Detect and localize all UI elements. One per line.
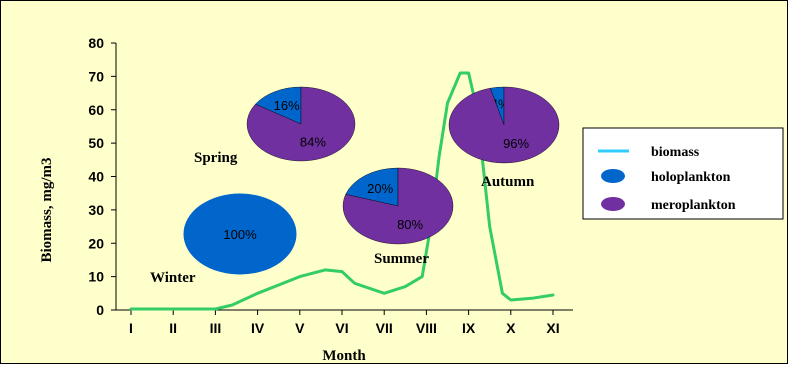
x-tick-label: VII: [376, 320, 393, 336]
y-tick-label: 80: [88, 35, 104, 51]
biomass-line: [129, 71, 555, 311]
pie-slice-label: 100%: [223, 227, 257, 242]
x-tick-label: III: [210, 320, 222, 336]
pie-slice-label: 80%: [397, 217, 423, 232]
x-tick-label: XI: [546, 320, 559, 336]
x-tick-label: X: [506, 320, 516, 336]
y-axis-title: Biomass, mg/m3: [39, 158, 55, 263]
season-label-spring: Spring: [194, 150, 238, 166]
season-labels: Winter Spring Summer Autumn: [150, 150, 535, 286]
pie-summer: 20% 80%: [342, 167, 454, 245]
x-tick-label: V: [295, 320, 305, 336]
pie-slice-label: 20%: [367, 181, 393, 196]
y-tick-label: 20: [88, 235, 104, 251]
pie-slice-holoplankton: [255, 86, 302, 125]
y-ticks: 0 10 20 30 40 50 60 70 80: [88, 35, 116, 318]
pie-autumn: 4%96%: [448, 86, 560, 164]
pie-winter: 100%: [183, 193, 297, 275]
pie-slice-label: 96%: [503, 136, 529, 151]
season-label-winter: Winter: [150, 270, 196, 286]
x-tick-label: II: [169, 320, 177, 336]
pie-slice-meroplankton: [342, 167, 454, 245]
pie-slice-meroplankton: [246, 86, 356, 162]
y-tick-label: 50: [88, 135, 104, 151]
pie-slice-holoplankton: [183, 193, 297, 275]
pie-slice-holoplankton: [345, 167, 399, 207]
pie-slice-meroplankton: [448, 86, 560, 164]
pie-charts: 100% 16% 84% 20% 80% 4%96%: [183, 86, 560, 275]
legend-biomass-label: biomass: [651, 145, 700, 160]
x-axis-title: Month: [322, 348, 366, 364]
pie-spring: 16% 84%: [246, 86, 356, 162]
y-tick-label: 40: [88, 169, 104, 185]
x-tick-label: IX: [462, 320, 476, 336]
legend-holoplankton-label: holoplankton: [651, 170, 731, 185]
season-label-summer: Summer: [374, 251, 429, 267]
x-tick-label: VI: [335, 320, 348, 336]
y-tick-label: 60: [88, 102, 104, 118]
legend-meroplankton-label: meroplankton: [651, 198, 736, 213]
x-tick-label: I: [129, 320, 133, 336]
x-tick-label: VIII: [416, 320, 437, 336]
legend-holoplankton-swatch: [601, 169, 625, 183]
y-tick-label: 70: [88, 68, 104, 84]
y-tick-label: 0: [96, 302, 104, 318]
pie-slice-label: 16%: [274, 98, 300, 113]
y-tick-label: 30: [88, 202, 104, 218]
x-tick-label: IV: [251, 320, 265, 336]
x-ticks: I II III IV V VI VII VIII IX X XI: [129, 310, 560, 336]
y-tick-label: 10: [88, 269, 104, 285]
legend-meroplankton-swatch: [601, 197, 625, 211]
pie-slice-label: 84%: [300, 135, 326, 150]
season-label-autumn: Autumn: [481, 174, 535, 190]
legend: biomass holoplankton meroplankton: [582, 127, 784, 220]
